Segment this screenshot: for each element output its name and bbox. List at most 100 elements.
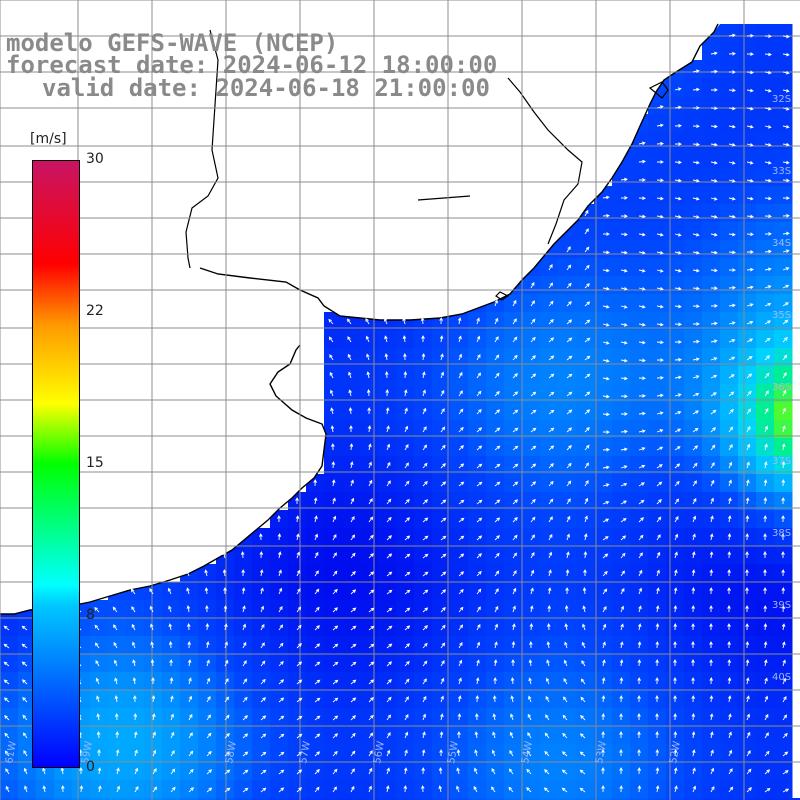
wind-arrow <box>584 479 589 487</box>
wind-arrow <box>404 553 411 559</box>
wind-speed-cell <box>684 510 703 529</box>
wind-speed-cell <box>702 132 721 151</box>
wind-arrow <box>404 517 411 523</box>
wind-arrow <box>278 624 284 631</box>
wind-arrow <box>422 553 429 559</box>
wind-speed-cell <box>756 402 775 421</box>
wind-speed-cell <box>666 420 685 439</box>
wind-speed-cell <box>396 456 415 475</box>
wind-arrow <box>152 731 156 739</box>
wind-speed-cell <box>450 618 469 637</box>
wind-speed-cell <box>684 294 703 313</box>
wind-arrow <box>656 322 664 327</box>
wind-arrow <box>530 516 536 523</box>
wind-speed-cell <box>288 636 307 655</box>
wind-speed-cell <box>396 726 415 745</box>
wind-speed-cell <box>162 798 181 800</box>
wind-speed-cell <box>54 798 73 800</box>
wind-arrow <box>673 587 678 595</box>
wind-speed-cell <box>342 348 361 367</box>
wind-arrow <box>637 713 641 720</box>
wind-speed-cell <box>576 492 595 511</box>
wind-speed-cell <box>558 258 577 277</box>
wind-arrow <box>764 355 770 361</box>
wind-arrow <box>584 283 590 289</box>
wind-arrow <box>728 443 733 451</box>
wind-speed-cell <box>486 420 505 439</box>
wind-speed-cell <box>234 600 253 619</box>
country-border <box>185 29 669 301</box>
wind-speed-cell <box>414 474 433 493</box>
wind-arrow <box>584 319 591 325</box>
wind-arrow <box>691 677 695 685</box>
wind-arrow <box>566 264 572 271</box>
wind-speed-cell <box>414 726 433 745</box>
wind-arrow <box>386 607 393 613</box>
wind-arrow <box>260 697 266 703</box>
wind-speed-cell <box>450 564 469 583</box>
wind-speed-cell <box>648 420 667 439</box>
wind-speed-cell <box>648 258 667 277</box>
wind-speed-cell <box>396 672 415 691</box>
wind-arrow <box>440 642 446 649</box>
wind-arrow <box>746 695 750 703</box>
wind-arrow <box>709 623 713 630</box>
wind-arrow <box>764 425 769 433</box>
wind-speed-cell <box>540 636 559 655</box>
wind-arrow <box>673 641 677 649</box>
wind-arrow <box>131 623 136 631</box>
wind-speed-cell <box>702 474 721 493</box>
wind-speed-cell <box>432 456 451 475</box>
wind-arrow <box>563 659 568 667</box>
wind-arrow <box>728 497 732 505</box>
colorbar-unit-label: [m/s] <box>30 131 67 147</box>
wind-speed-cell <box>432 636 451 655</box>
wind-arrow <box>439 731 444 739</box>
wind-speed-cell <box>666 240 685 259</box>
wind-arrow <box>222 551 227 559</box>
wind-speed-cell <box>468 564 487 583</box>
wind-arrow <box>709 533 714 541</box>
lon-label: 58W <box>224 740 239 764</box>
wind-arrow <box>584 409 591 415</box>
wind-arrow <box>620 482 628 487</box>
wind-speed-cell <box>486 564 505 583</box>
wind-arrow <box>332 607 338 613</box>
wind-speed-cell <box>342 366 361 385</box>
lat-label: 34S <box>772 238 791 249</box>
wind-arrow <box>348 407 353 415</box>
wind-arrow <box>655 677 659 685</box>
wind-speed-cell <box>216 564 235 583</box>
wind-arrow <box>60 785 65 793</box>
wind-arrow <box>584 497 589 505</box>
wind-speed-cell <box>684 186 703 205</box>
wind-arrow <box>314 515 318 523</box>
wind-arrow <box>656 481 663 487</box>
wind-arrow <box>763 623 768 631</box>
wind-arrow <box>620 322 628 327</box>
wind-arrow <box>150 641 154 649</box>
wind-arrow <box>692 196 700 201</box>
wind-arrow <box>709 695 714 703</box>
wind-arrow <box>5 768 10 775</box>
wind-speed-cell <box>306 672 325 691</box>
wind-arrow <box>692 767 696 775</box>
wind-speed-cell <box>738 150 757 169</box>
wind-speed-cell <box>252 618 271 637</box>
wind-speed-cell <box>558 528 577 547</box>
wind-arrow <box>168 623 173 631</box>
wind-speed-cell <box>576 276 595 295</box>
wind-arrow <box>584 515 588 523</box>
wind-arrow <box>602 553 609 559</box>
wind-speed-cell <box>720 24 739 43</box>
wind-arrow <box>764 160 772 165</box>
wind-arrow <box>601 767 605 774</box>
wind-speed-cell <box>522 276 541 295</box>
wind-arrow <box>350 697 357 703</box>
wind-speed-cell <box>504 474 523 493</box>
wind-arrow <box>457 713 462 721</box>
wind-speed-cell <box>774 60 793 79</box>
wind-speed-cell <box>108 780 127 799</box>
wind-arrow <box>656 105 664 109</box>
wind-arrow <box>440 481 447 487</box>
